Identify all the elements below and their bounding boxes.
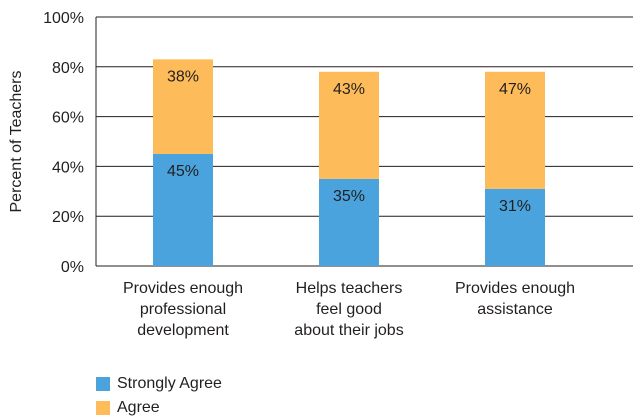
data-label: 43% [333, 81, 365, 98]
data-label: 35% [333, 188, 365, 205]
data-label: 31% [499, 198, 531, 215]
y-tick-label: 20% [52, 209, 84, 226]
bar-agree [319, 71, 379, 179]
bar-strongly-agree [319, 178, 379, 266]
chart: 0% 20% 40% 60% 80% 100% 45% 38% 35% 43% 31% 47% Pr… [8, 10, 633, 339]
data-label: 45% [167, 163, 199, 180]
bar-agree [153, 59, 213, 154]
legend-swatch-agree [96, 401, 110, 415]
bars: 45% 38% 35% 43% 31% 47% [153, 59, 545, 266]
bar-strongly-agree [485, 188, 545, 266]
y-axis-ticks: 0% 20% 40% 60% 80% 100% [43, 10, 84, 276]
bar-strongly-agree [153, 153, 213, 266]
y-tick-label: 40% [52, 159, 84, 176]
y-tick-label: 100% [43, 10, 84, 27]
x-tick-label: Helps teachers feel good about their jobs [294, 280, 403, 339]
bar-agree [485, 71, 545, 189]
legend-item-strongly-agree: Strongly Agree [96, 372, 222, 396]
y-tick-label: 80% [52, 60, 84, 77]
x-tick-label: Provides enough assistance [455, 280, 575, 318]
legend-item-agree: Agree [96, 396, 222, 420]
legend-label-agree: Agree [117, 399, 160, 416]
legend-label-strongly-agree: Strongly Agree [117, 375, 222, 392]
legend: Strongly Agree Agree [96, 372, 222, 420]
x-axis-labels: Provides enough professional development He… [123, 280, 575, 339]
y-tick-label: 60% [52, 110, 84, 127]
y-tick-label: 0% [61, 259, 84, 276]
x-tick-label: Provides enough professional development [123, 280, 243, 339]
legend-swatch-strongly-agree [96, 377, 110, 391]
y-axis-title: Percent of Teachers [8, 70, 25, 212]
data-label: 38% [167, 68, 199, 85]
data-label: 47% [499, 81, 531, 98]
